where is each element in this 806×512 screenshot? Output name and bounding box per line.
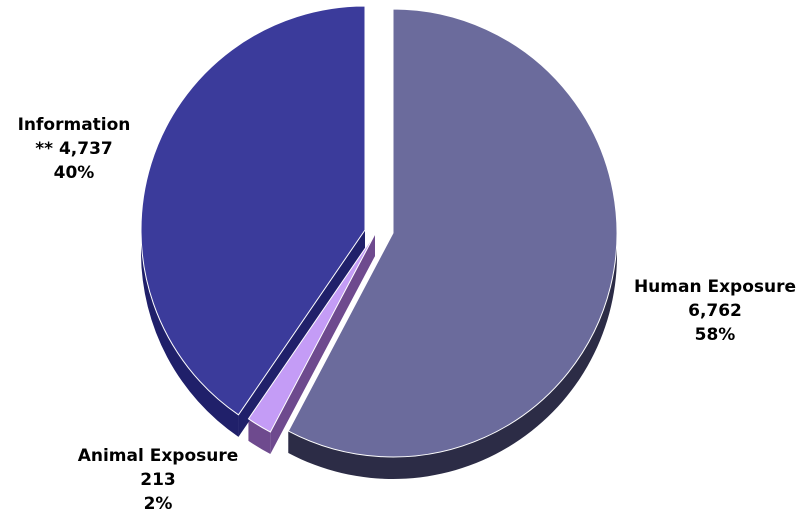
label-animal-exposure-name: Animal Exposure	[78, 446, 239, 466]
slice-side-animal-exposure	[248, 418, 271, 455]
label-information-percent: 40%	[54, 163, 95, 183]
label-information-value: ** 4,737	[35, 139, 112, 159]
label-information-name: Information	[18, 115, 131, 135]
label-animal-exposure-percent: 2%	[144, 494, 173, 512]
slice-side-information	[141, 231, 239, 437]
label-animal-exposure-value: 213	[140, 470, 176, 490]
label-human-exposure-percent: 58%	[695, 325, 736, 345]
label-human-exposure-name: Human Exposure	[634, 277, 796, 297]
slice-side-human-exposure	[288, 234, 617, 480]
label-human-exposure: Human Exposure 6,762 58%	[634, 277, 796, 345]
label-animal-exposure: Animal Exposure 213 2%	[78, 446, 239, 512]
slice-information	[140, 5, 366, 416]
label-human-exposure-value: 6,762	[688, 301, 742, 321]
slice-human-exposure	[287, 8, 618, 458]
pie-tops	[140, 5, 618, 458]
slice-animal-exposure	[247, 233, 376, 433]
label-information: Information ** 4,737 40%	[18, 115, 131, 183]
slice-wall-information-0	[238, 230, 365, 437]
